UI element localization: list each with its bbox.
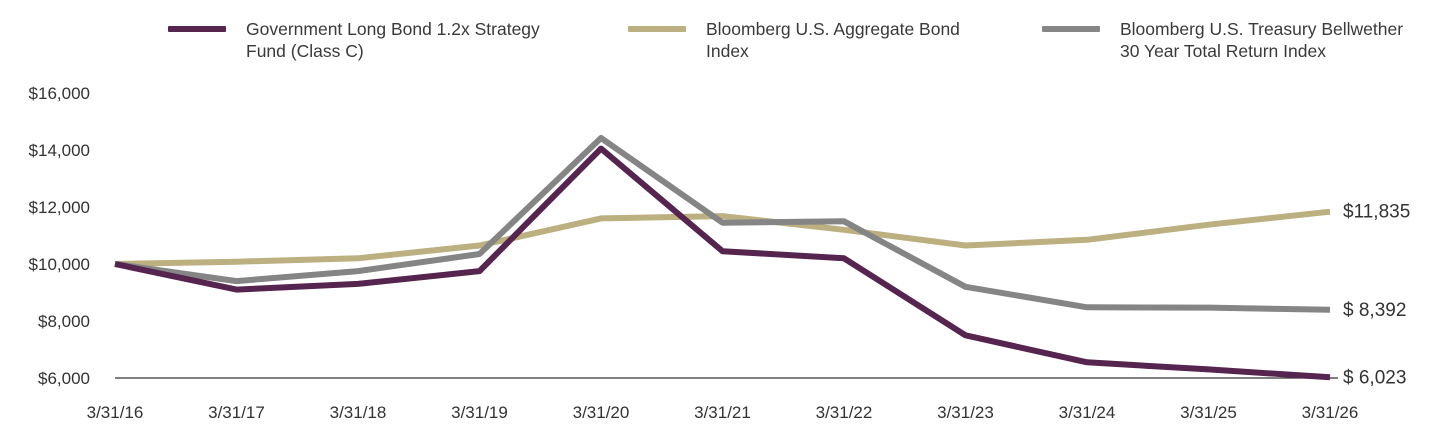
- x-tick-label: 3/31/19: [451, 403, 508, 422]
- x-tick-label: 3/31/24: [1059, 403, 1116, 422]
- series-line-1: [114, 208, 1331, 267]
- series-line-0: [114, 145, 1331, 381]
- x-tick-label: 3/31/16: [87, 403, 144, 422]
- legend-swatch-treasury: [1042, 26, 1100, 32]
- end-value-label-2: $ 8,392: [1343, 300, 1406, 321]
- legend-label-fund: Government Long Bond 1.2x Strategy Fund …: [246, 18, 540, 62]
- end-value-labels: $ 6,023 $11,835 $ 8,392: [1343, 202, 1410, 389]
- legend-label-aggregate: Bloomberg U.S. Aggregate Bond Index: [706, 18, 960, 62]
- end-value-label-0: $ 6,023: [1343, 367, 1406, 388]
- y-tick-label: $12,000: [29, 198, 90, 217]
- series-lines: [114, 135, 1331, 381]
- chart-legend: Government Long Bond 1.2x Strategy Fund …: [0, 18, 1440, 68]
- legend-label-treasury: Bloomberg U.S. Treasury Bellwether 30 Ye…: [1120, 18, 1403, 62]
- x-tick-label: 3/31/21: [694, 403, 751, 422]
- y-tick-label: $16,000: [29, 84, 90, 103]
- legend-item-aggregate: Bloomberg U.S. Aggregate Bond Index: [628, 18, 960, 62]
- x-tick-label: 3/31/18: [330, 403, 387, 422]
- x-tick-label: 3/31/22: [816, 403, 873, 422]
- x-tick-label: 3/31/20: [573, 403, 630, 422]
- y-tick-label: $8,000: [38, 312, 90, 331]
- legend-label-treasury-line-1: Bloomberg U.S. Treasury Bellwether: [1120, 19, 1404, 39]
- legend-label-aggregate-line-1: Bloomberg U.S. Aggregate Bond: [706, 19, 960, 39]
- legend-swatch-aggregate: [628, 26, 686, 32]
- y-tick-label: $10,000: [29, 255, 90, 274]
- x-tick-label: 3/31/26: [1302, 403, 1359, 422]
- legend-label-fund-line-2: Fund (Class C): [246, 41, 364, 61]
- series-line-2: [114, 135, 1331, 313]
- legend-label-fund-line-1: Government Long Bond 1.2x Strategy: [246, 19, 540, 39]
- end-value-label-1: $11,835: [1343, 202, 1410, 223]
- legend-label-treasury-line-2: 30 Year Total Return Index: [1120, 41, 1326, 61]
- x-tick-label: 3/31/23: [937, 403, 994, 422]
- y-axis-labels: $6,000 $8,000 $10,000 $12,000 $14,000 $16,000: [29, 84, 90, 388]
- legend-swatch-fund: [168, 26, 226, 32]
- x-tick-label: 3/31/17: [208, 403, 265, 422]
- y-tick-label: $14,000: [29, 141, 90, 160]
- legend-label-aggregate-line-2: Index: [706, 41, 749, 61]
- x-axis-labels: 3/31/16 3/31/17 3/31/18 3/31/19 3/31/20 3/31/…: [87, 403, 1359, 422]
- y-tick-label: $6,000: [38, 369, 90, 388]
- x-tick-label: 3/31/25: [1180, 403, 1237, 422]
- legend-item-treasury: Bloomberg U.S. Treasury Bellwether 30 Ye…: [1042, 18, 1403, 62]
- legend-item-fund: Government Long Bond 1.2x Strategy Fund …: [168, 18, 540, 62]
